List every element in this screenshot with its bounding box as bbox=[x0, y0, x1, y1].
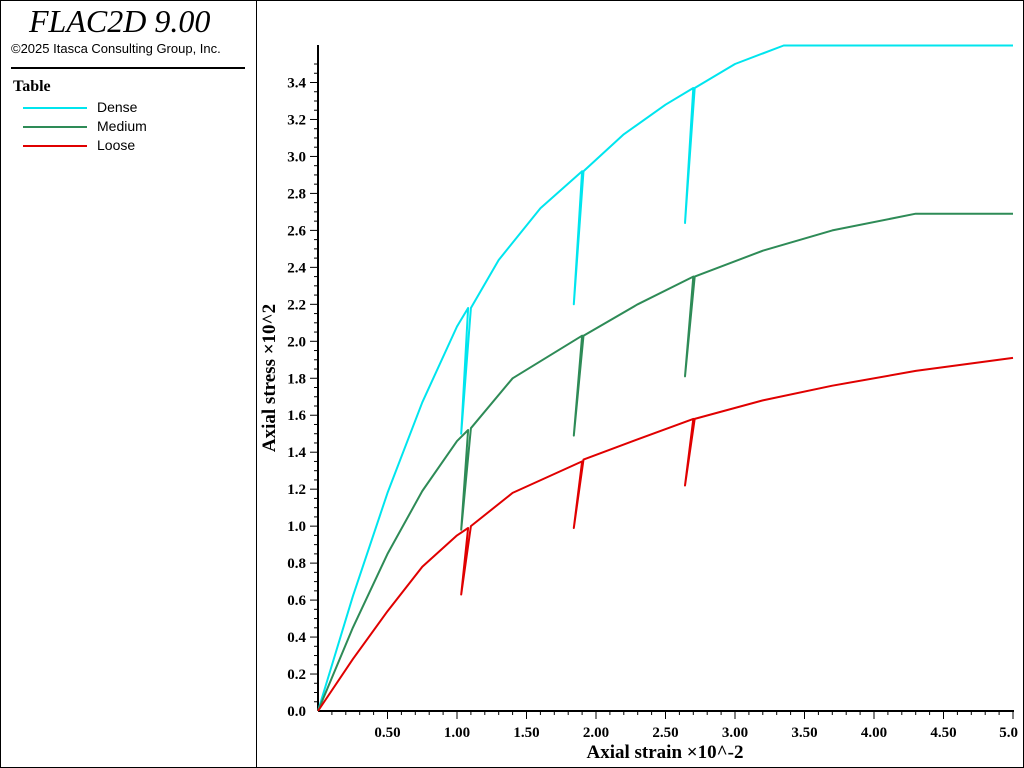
legend-swatch-medium bbox=[23, 126, 87, 128]
y-tick-label: 0.6 bbox=[287, 593, 306, 609]
copyright-text: ©2025 Itasca Consulting Group, Inc. bbox=[11, 41, 221, 56]
legend-label-loose: Loose bbox=[97, 137, 136, 153]
legend-item-dense: Dense bbox=[23, 99, 243, 117]
series-line-dense bbox=[317, 44, 1013, 712]
y-tick-label: 2.2 bbox=[287, 297, 306, 313]
y-tick-label: 1.6 bbox=[287, 408, 306, 424]
y-tick-label: 1.4 bbox=[287, 445, 306, 461]
y-tick-label: 3.2 bbox=[287, 112, 306, 128]
y-tick-label: 2.4 bbox=[287, 260, 306, 276]
y-tick-label: 0.8 bbox=[287, 556, 306, 572]
x-tick-label: 5.0 bbox=[999, 725, 1018, 741]
x-tick-label: 3.00 bbox=[722, 725, 748, 741]
y-tick-label: 0.0 bbox=[287, 704, 306, 720]
y-axis-title: Axial stress ×10^2 bbox=[259, 304, 280, 452]
x-tick-label: 1.00 bbox=[444, 725, 470, 741]
y-tick-label: 3.0 bbox=[287, 149, 306, 165]
x-tick-label: 3.50 bbox=[791, 725, 817, 741]
legend-label-dense: Dense bbox=[97, 99, 138, 115]
y-tick-label: 2.6 bbox=[287, 223, 306, 239]
legend-item-medium: Medium bbox=[23, 118, 243, 136]
x-axis-title: Axial strain ×10^-2 bbox=[587, 742, 744, 763]
y-tick-label: 2.8 bbox=[287, 186, 306, 202]
legend-title: Table bbox=[13, 78, 51, 95]
x-tick-label: 1.50 bbox=[513, 725, 539, 741]
x-tick-label: 2.50 bbox=[652, 725, 678, 741]
x-tick-label: 0.50 bbox=[374, 725, 400, 741]
y-tick-label: 1.8 bbox=[287, 371, 306, 387]
legend-item-loose: Loose bbox=[23, 137, 243, 155]
legend-swatch-loose bbox=[23, 145, 87, 147]
legend-panel: FLAC2D 9.00 ©2025 Itasca Consulting Grou… bbox=[0, 0, 256, 768]
legend-divider bbox=[11, 67, 245, 69]
series-line-loose bbox=[317, 356, 1014, 712]
y-tick-label: 0.2 bbox=[287, 667, 306, 683]
app-title: FLAC2D 9.00 bbox=[29, 3, 211, 39]
series-line-medium bbox=[317, 212, 1013, 712]
legend-swatch-dense bbox=[23, 107, 87, 109]
y-tick-label: 2.0 bbox=[287, 334, 306, 350]
y-tick-label: 1.0 bbox=[287, 519, 306, 535]
series-layer bbox=[317, 44, 1014, 712]
legend-label-medium: Medium bbox=[97, 118, 147, 134]
x-tick-label: 2.00 bbox=[583, 725, 609, 741]
x-tick-label: 4.50 bbox=[930, 725, 956, 741]
axes: 0.50 1.00 1.50 2.00 2.50 3.00 3.50 4.00 4.50 5.0 0… bbox=[287, 45, 1018, 741]
x-tick-label: 4.00 bbox=[861, 725, 887, 741]
y-tick-label: 3.4 bbox=[287, 76, 306, 92]
y-tick-label: 1.2 bbox=[287, 482, 306, 498]
y-tick-label: 0.4 bbox=[287, 630, 306, 646]
